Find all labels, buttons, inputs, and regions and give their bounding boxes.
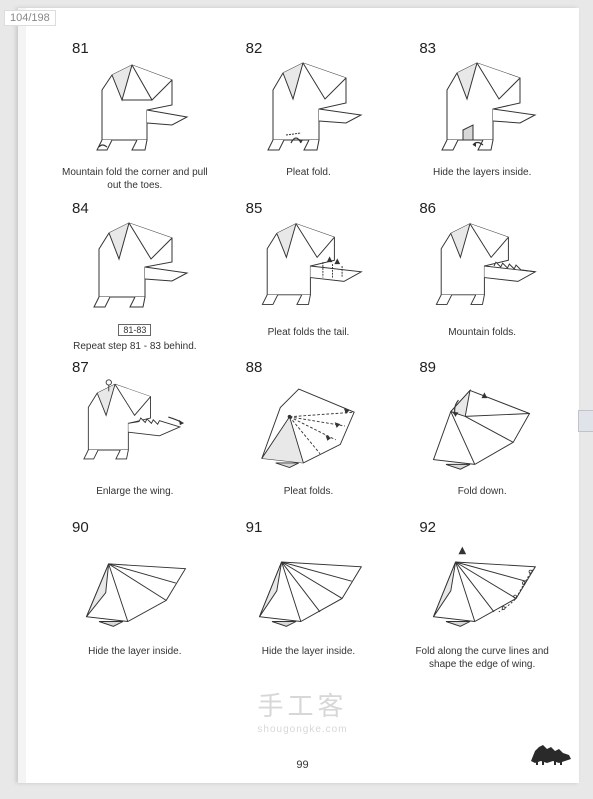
caption: Hide the layer inside. [88, 645, 181, 658]
document-page: 81 Mountain fold the corn [18, 8, 579, 783]
step-87: 87 Enlarge the win [50, 365, 220, 519]
caption: Mountain folds. [448, 326, 516, 339]
diagram-86 [422, 212, 542, 322]
caption: Pleat folds. [284, 485, 333, 498]
step-85: 85 Plea [224, 206, 394, 360]
step-number: 92 [419, 519, 436, 536]
step-number: 84 [72, 200, 89, 217]
diagram-87 [75, 371, 195, 481]
step-92: 92 [397, 525, 567, 679]
repeat-badge: 81-83 [118, 324, 151, 336]
diagram-88 [248, 371, 368, 481]
caption: Mountain fold the corner and pull out th… [60, 166, 210, 192]
step-number: 81 [72, 40, 89, 57]
caption: Pleat fold. [286, 166, 330, 179]
diagram-91 [248, 531, 368, 641]
step-84: 84 81-83 Repeat step 81 - 83 behind. [50, 206, 220, 360]
step-83: 83 Hide the layers inside. [397, 46, 567, 200]
diagram-81 [75, 52, 195, 162]
caption: Enlarge the wing. [96, 485, 173, 498]
page-counter: 104/198 [4, 10, 56, 26]
step-91: 91 Hide the layer inside. [224, 525, 394, 679]
caption: Repeat step 81 - 83 behind. [73, 340, 196, 353]
caption: Fold along the curve lines and shape the… [407, 645, 557, 671]
diagram-90 [75, 531, 195, 641]
step-number: 90 [72, 519, 89, 536]
diagram-82 [248, 52, 368, 162]
caption: Pleat folds the tail. [268, 326, 350, 339]
diagram-83 [422, 52, 542, 162]
step-number: 91 [246, 519, 263, 536]
diagram-85 [248, 212, 368, 322]
caption: Hide the layer inside. [262, 645, 355, 658]
page-number: 99 [296, 759, 308, 771]
steps-grid: 81 Mountain fold the corn [26, 8, 579, 708]
step-88: 88 Pl [224, 365, 394, 519]
side-tab[interactable] [578, 410, 593, 432]
step-81: 81 Mountain fold the corn [50, 46, 220, 200]
caption: Hide the layers inside. [433, 166, 531, 179]
step-number: 85 [246, 200, 263, 217]
watermark-url: shougongke.com [257, 724, 347, 735]
step-number: 88 [246, 359, 263, 376]
diagram-92 [422, 531, 542, 641]
dragon-icon [529, 741, 573, 767]
caption: Fold down. [458, 485, 507, 498]
step-86: 86 Mountain folds. [397, 206, 567, 360]
step-number: 86 [419, 200, 436, 217]
step-number: 82 [246, 40, 263, 57]
step-number: 89 [419, 359, 436, 376]
step-number: 87 [72, 359, 89, 376]
step-82: 82 Pleat fold. [224, 46, 394, 200]
diagram-89 [422, 371, 542, 481]
step-90: 90 Hide the layer inside. [50, 525, 220, 679]
step-number: 83 [419, 40, 436, 57]
step-89: 89 Fold down. [397, 365, 567, 519]
diagram-84 [75, 212, 195, 322]
